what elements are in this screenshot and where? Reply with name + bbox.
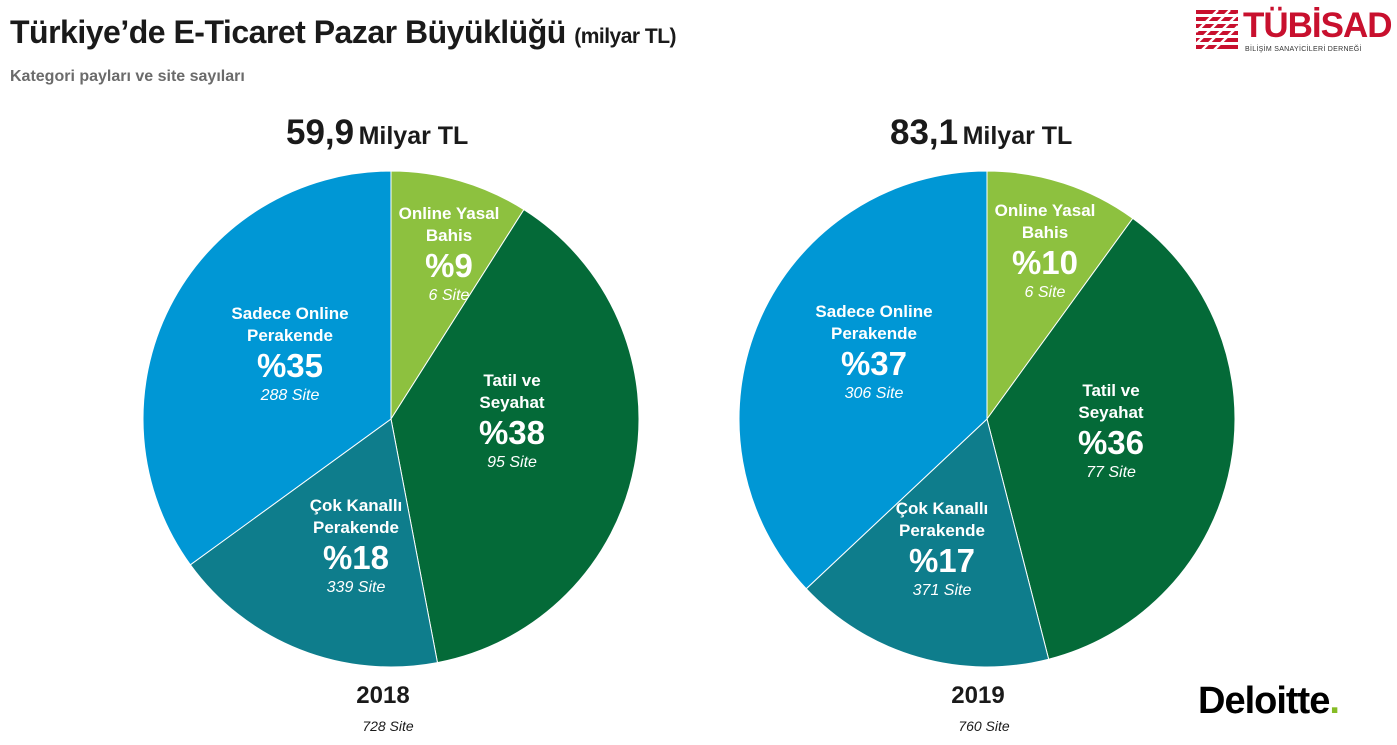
slice-site-count: 371 Site bbox=[912, 582, 972, 599]
pie-total: 59,9 Milyar TL bbox=[286, 113, 468, 153]
slice-percent: %37 bbox=[840, 345, 908, 382]
slice-label-online-yasal-bahis: Online Yasal Bahis %9 6 Site bbox=[399, 203, 500, 307]
slice-percent: %38 bbox=[478, 414, 546, 451]
slice-name-line1: Çok Kanallı bbox=[309, 496, 403, 515]
slice-label-cok-kanalli-perakende: Çok Kanallı Perakende %17 371 Site bbox=[896, 498, 989, 602]
slice-name-line2: Perakende bbox=[313, 518, 399, 537]
slice-name-line2: Bahis bbox=[425, 226, 473, 245]
pie-slice-sadece-online-perakende bbox=[142, 170, 392, 566]
slice-name-line2: Bahis bbox=[1021, 223, 1069, 242]
deloitte-logo-text: Deloitte bbox=[1198, 680, 1330, 722]
slice-name-line2: Seyahat bbox=[479, 393, 545, 412]
slice-percent: %18 bbox=[322, 539, 390, 576]
pie-slice-tatil-ve-seyahat bbox=[986, 217, 1236, 660]
slice-percent: %9 bbox=[425, 247, 473, 284]
pie-total-unit: Milyar TL bbox=[358, 122, 469, 150]
deloitte-logo: Deloitte. bbox=[1198, 680, 1340, 723]
pie-svg bbox=[738, 170, 1236, 668]
slice-label-tatil-ve-seyahat: Tatil ve Seyahat %38 95 Site bbox=[479, 370, 545, 474]
deloitte-logo-dot: . bbox=[1329, 680, 1340, 722]
page-subtitle: Kategori payları ve site sayıları bbox=[10, 68, 245, 85]
pie-year-sites: 760 Site bbox=[958, 718, 1010, 734]
slice-site-count: 306 Site bbox=[844, 385, 904, 402]
slice-percent: %10 bbox=[1011, 244, 1079, 281]
tubisad-logo: TÜBİSAD BİLİŞİM SANAYİCİLERİ DERNEĞİ bbox=[1196, 6, 1393, 56]
slice-label-sadece-online-perakende: Sadece Online Perakende %37 306 Site bbox=[815, 301, 932, 405]
slice-site-count: 95 Site bbox=[487, 454, 537, 471]
slice-name-line1: Tatil ve bbox=[1082, 381, 1140, 400]
pie-chart-2019: 83,1 Milyar TL 2019 760 Site Online Yasa… bbox=[596, 0, 1296, 745]
pie-total-value: 83,1 bbox=[890, 113, 959, 152]
pie-slice-online-yasal-bahis bbox=[390, 170, 525, 421]
slice-site-count: 288 Site bbox=[260, 387, 320, 404]
pie-slice-sadece-online-perakende bbox=[738, 170, 988, 590]
slice-name-line2: Seyahat bbox=[1078, 403, 1144, 422]
pie-slice-tatil-ve-seyahat bbox=[390, 208, 640, 664]
slice-label-online-yasal-bahis: Online Yasal Bahis %10 6 Site bbox=[995, 200, 1096, 304]
pie-year-sites: 728 Site bbox=[362, 718, 414, 734]
slice-name-line2: Perakende bbox=[899, 521, 985, 540]
slice-site-count: 339 Site bbox=[326, 579, 386, 596]
slice-name-line2: Perakende bbox=[830, 324, 917, 343]
pie-svg bbox=[142, 170, 640, 668]
page-title-text: Türkiye’de E-Ticaret Pazar Büyüklüğü bbox=[10, 14, 566, 50]
slice-label-sadece-online-perakende: Sadece Online Perakende %35 288 Site bbox=[231, 303, 348, 407]
slice-name-line2: Perakende bbox=[246, 326, 333, 345]
slice-name-line1: Çok Kanallı bbox=[895, 499, 989, 518]
slice-site-count: 6 Site bbox=[1024, 284, 1066, 301]
slice-label-cok-kanalli-perakende: Çok Kanallı Perakende %18 339 Site bbox=[310, 495, 403, 599]
tubisad-logo-text: TÜBİSAD bbox=[1243, 6, 1393, 45]
slice-percent: %17 bbox=[908, 542, 976, 579]
slice-name-line1: Sadece Online bbox=[815, 302, 933, 321]
tubisad-flag-icon bbox=[1196, 10, 1238, 52]
pie-year: 2019 bbox=[951, 682, 1005, 709]
slice-name-line1: Online Yasal bbox=[994, 201, 1096, 220]
slice-percent: %36 bbox=[1077, 424, 1145, 461]
slice-label-tatil-ve-seyahat: Tatil ve Seyahat %36 77 Site bbox=[1078, 380, 1144, 484]
pie-slice-online-yasal-bahis bbox=[986, 170, 1134, 421]
slice-site-count: 77 Site bbox=[1086, 464, 1136, 481]
pie-slice-cok-kanalli-perakende bbox=[189, 418, 439, 668]
pie-slice-cok-kanalli-perakende bbox=[805, 418, 1050, 668]
slice-name-line1: Online Yasal bbox=[398, 204, 500, 223]
pie-total-unit: Milyar TL bbox=[962, 122, 1073, 150]
page-title: Türkiye’de E-Ticaret Pazar Büyüklüğü (mi… bbox=[10, 14, 677, 51]
slice-site-count: 6 Site bbox=[428, 287, 470, 304]
pie-total: 83,1 Milyar TL bbox=[890, 113, 1072, 153]
tubisad-logo-subtext: BİLİŞİM SANAYİCİLERİ DERNEĞİ bbox=[1245, 46, 1362, 53]
slice-name-line1: Sadece Online bbox=[231, 304, 349, 323]
page-title-unit: (milyar TL) bbox=[574, 25, 677, 48]
slice-percent: %35 bbox=[256, 347, 324, 384]
pie-year: 2018 bbox=[356, 682, 410, 709]
pie-chart-2018: 59,9 Milyar TL 2018 728 Site Online Yasa… bbox=[142, 113, 640, 734]
slice-name-line1: Tatil ve bbox=[483, 371, 541, 390]
pie-total-value: 59,9 bbox=[286, 113, 355, 152]
